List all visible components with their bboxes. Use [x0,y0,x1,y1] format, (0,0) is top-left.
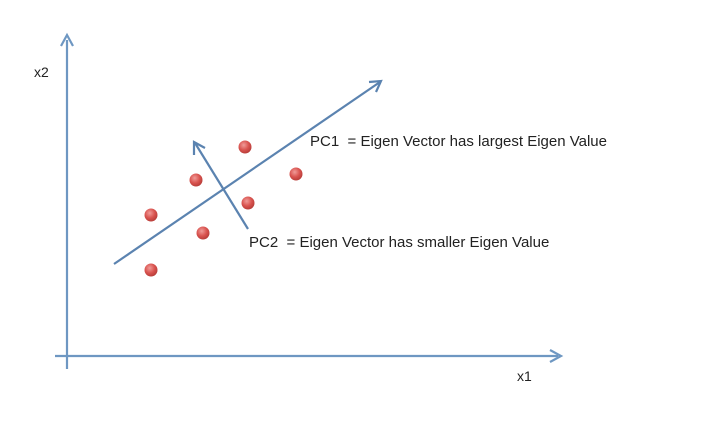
data-point [196,226,210,240]
data-point [189,173,203,187]
pc1-vector [113,79,383,265]
x-axis-label: x1 [517,368,532,384]
pc1-label: PC1 = Eigen Vector has largest Eigen Val… [310,133,607,150]
pc2-line [194,142,249,230]
pc1-arrow-icon [368,79,383,93]
data-point [238,140,252,154]
data-point [144,263,158,277]
data-point [289,167,303,181]
pc2-vector [192,140,249,230]
data-point [144,208,158,222]
y-axis-arrow-icon [60,32,74,47]
axes [55,32,564,369]
pc2-arrow-icon [192,140,206,155]
pc1-line [113,81,381,265]
x-axis-arrow-icon [549,349,564,363]
data-points [144,140,303,277]
data-point [241,196,255,210]
pc2-label: PC2 = Eigen Vector has smaller Eigen Val… [249,234,549,251]
y-axis-label: x2 [34,64,49,80]
